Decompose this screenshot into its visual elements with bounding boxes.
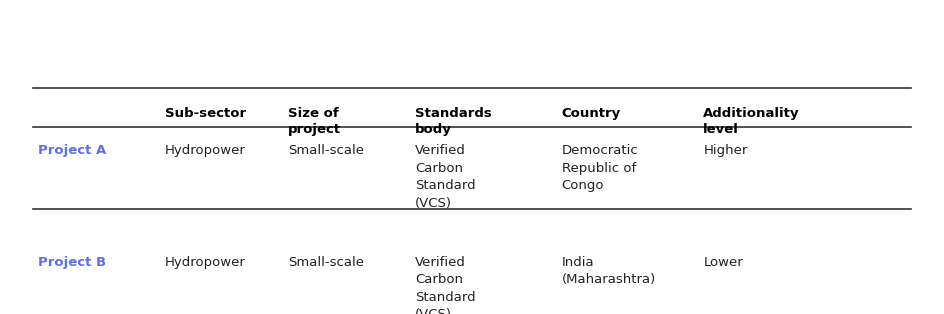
- Text: Standards
body: Standards body: [415, 107, 492, 136]
- Text: Additionality
level: Additionality level: [703, 107, 800, 136]
- Text: Small-scale: Small-scale: [288, 144, 364, 157]
- Text: Size of
project: Size of project: [288, 107, 341, 136]
- Text: India
(Maharashtra): India (Maharashtra): [562, 256, 656, 286]
- Text: Verified
Carbon
Standard
(VCS): Verified Carbon Standard (VCS): [415, 144, 476, 210]
- Text: Higher: Higher: [703, 144, 748, 157]
- Text: Sub-sector: Sub-sector: [165, 107, 246, 120]
- Text: Project A: Project A: [38, 144, 106, 157]
- Text: Country: Country: [562, 107, 621, 120]
- Text: Hydropower: Hydropower: [165, 144, 246, 157]
- Text: Democratic
Republic of
Congo: Democratic Republic of Congo: [562, 144, 638, 192]
- Text: Project B: Project B: [38, 256, 106, 269]
- Text: Verified
Carbon
Standard
(VCS): Verified Carbon Standard (VCS): [415, 256, 476, 314]
- Text: Lower: Lower: [703, 256, 743, 269]
- Text: Hydropower: Hydropower: [165, 256, 246, 269]
- Text: Small-scale: Small-scale: [288, 256, 364, 269]
